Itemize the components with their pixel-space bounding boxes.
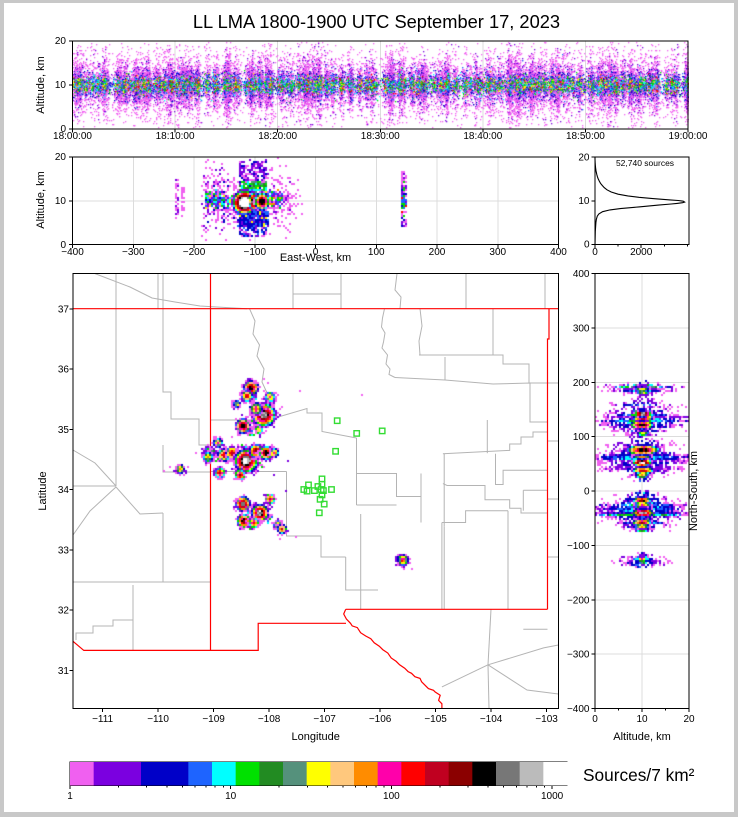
svg-text:36: 36 xyxy=(58,365,70,376)
svg-text:20: 20 xyxy=(578,153,590,164)
svg-text:Altitude, km: Altitude, km xyxy=(35,56,47,113)
svg-text:18:30:00: 18:30:00 xyxy=(361,131,400,142)
svg-text:35: 35 xyxy=(58,425,70,436)
svg-text:19:00:00: 19:00:00 xyxy=(669,131,708,142)
svg-text:−111: −111 xyxy=(92,714,113,725)
svg-text:Sources/7 km²: Sources/7 km² xyxy=(583,765,695,785)
svg-text:100: 100 xyxy=(383,791,400,802)
svg-text:Latitude: Latitude xyxy=(37,471,49,510)
svg-text:300: 300 xyxy=(573,323,590,334)
svg-text:North-South, km: North-South, km xyxy=(688,451,700,531)
svg-text:0: 0 xyxy=(592,247,598,258)
svg-text:−104: −104 xyxy=(480,714,503,725)
svg-text:18:10:00: 18:10:00 xyxy=(156,131,195,142)
svg-text:East-West, km: East-West, km xyxy=(280,252,351,264)
svg-text:Longitude: Longitude xyxy=(292,731,340,743)
svg-text:20: 20 xyxy=(55,36,67,47)
svg-text:2000: 2000 xyxy=(630,247,653,258)
svg-text:−400: −400 xyxy=(567,704,590,715)
svg-text:10: 10 xyxy=(225,791,237,802)
svg-text:−100: −100 xyxy=(567,541,590,552)
svg-text:−300: −300 xyxy=(567,650,590,661)
svg-text:32: 32 xyxy=(58,606,70,617)
svg-text:1: 1 xyxy=(67,791,73,802)
svg-text:20: 20 xyxy=(55,152,67,163)
svg-text:−400: −400 xyxy=(61,247,84,258)
svg-text:100: 100 xyxy=(573,432,590,443)
svg-text:−105: −105 xyxy=(424,714,447,725)
svg-text:400: 400 xyxy=(550,247,567,258)
svg-text:10: 10 xyxy=(55,80,67,91)
svg-text:200: 200 xyxy=(573,378,590,389)
svg-text:−100: −100 xyxy=(243,247,266,258)
svg-text:10: 10 xyxy=(578,196,590,207)
svg-text:0: 0 xyxy=(584,487,590,498)
svg-text:0: 0 xyxy=(60,240,66,251)
svg-text:0: 0 xyxy=(592,714,598,725)
svg-text:0: 0 xyxy=(60,124,66,135)
svg-text:−108: −108 xyxy=(258,714,281,725)
svg-text:18:50:00: 18:50:00 xyxy=(566,131,605,142)
svg-text:−106: −106 xyxy=(369,714,392,725)
svg-text:20: 20 xyxy=(683,714,695,725)
svg-text:−109: −109 xyxy=(202,714,225,725)
svg-text:−200: −200 xyxy=(183,247,206,258)
svg-text:LL LMA 1800-1900 UTC September: LL LMA 1800-1900 UTC September 17, 2023 xyxy=(193,11,560,32)
svg-text:0: 0 xyxy=(313,247,319,258)
svg-text:400: 400 xyxy=(573,269,590,280)
svg-text:18:40:00: 18:40:00 xyxy=(463,131,502,142)
svg-text:100: 100 xyxy=(368,247,385,258)
svg-text:1000: 1000 xyxy=(541,791,564,802)
svg-text:34: 34 xyxy=(58,485,70,496)
svg-text:−300: −300 xyxy=(122,247,145,258)
svg-text:−103: −103 xyxy=(535,714,558,725)
svg-text:52,740 sources: 52,740 sources xyxy=(616,158,674,168)
svg-text:−200: −200 xyxy=(567,595,590,606)
svg-text:10: 10 xyxy=(636,714,648,725)
svg-text:33: 33 xyxy=(58,545,70,556)
svg-text:Altitude, km: Altitude, km xyxy=(613,731,670,743)
svg-text:−107: −107 xyxy=(313,714,336,725)
svg-text:200: 200 xyxy=(429,247,446,258)
svg-text:300: 300 xyxy=(489,247,506,258)
svg-text:0: 0 xyxy=(584,240,590,251)
svg-text:31: 31 xyxy=(58,666,70,677)
svg-text:18:20:00: 18:20:00 xyxy=(258,131,297,142)
svg-text:10: 10 xyxy=(55,196,67,207)
svg-text:37: 37 xyxy=(58,304,70,315)
svg-text:18:00:00: 18:00:00 xyxy=(53,131,92,142)
svg-text:−110: −110 xyxy=(147,714,169,725)
svg-text:Altitude, km: Altitude, km xyxy=(35,171,47,228)
